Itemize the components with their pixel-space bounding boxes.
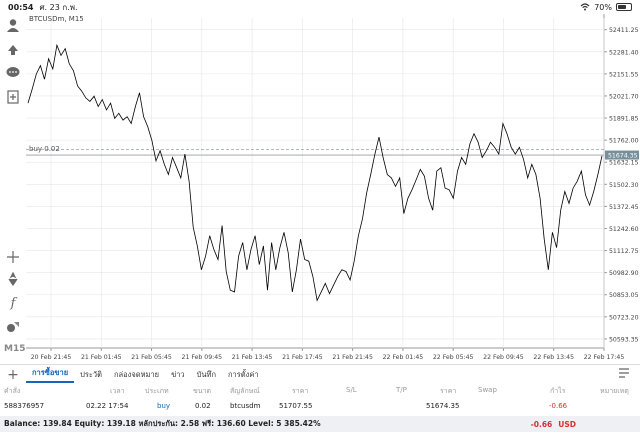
row-order: 588376957 <box>4 402 45 410</box>
col-time: เวลา <box>110 387 125 395</box>
current-price-tag <box>605 150 639 160</box>
tab-settings[interactable]: การตั้งค่า <box>228 369 259 379</box>
col-type: ประเภท <box>145 387 169 395</box>
col-sl: S/L <box>346 386 357 394</box>
indicator-icon[interactable]: f <box>10 295 16 311</box>
x-tick-label: 21 Feb 17:45 <box>282 354 323 361</box>
row-profit: -0.66 <box>549 402 568 410</box>
x-tick-label: 22 Feb 01:45 <box>383 354 424 361</box>
price-series-line <box>27 43 603 302</box>
battery-icon <box>616 3 632 11</box>
col-price: ราคา <box>292 387 309 395</box>
col-size: ขนาด <box>193 387 212 395</box>
add-chart-icon[interactable] <box>4 88 22 106</box>
balance-text: Balance: 139.84 Equity: 139.18 หลักประกั… <box>4 419 321 428</box>
y-tick-label: 52411.25 <box>609 27 639 34</box>
status-time: 00:54 <box>8 2 34 12</box>
y-tick-label: 50593.35 <box>609 336 639 343</box>
row-time: 02.22 17:54 <box>86 402 129 410</box>
objects-icon[interactable] <box>4 270 22 288</box>
x-tick-label: 22 Feb 17:45 <box>584 354 625 361</box>
col-profit: กำไร <box>550 387 566 395</box>
orders-table-header: คำสั่ง เวลา ประเภท ขนาด สัญลักษณ์ ราคา S… <box>0 384 640 398</box>
col-symbol: สัญลักษณ์ <box>230 387 260 395</box>
x-tick-label: 21 Feb 21:45 <box>332 354 373 361</box>
y-tick-label: 52151.55 <box>609 71 639 78</box>
y-tick-label: 51502.30 <box>609 182 639 189</box>
tab-trade[interactable]: การซื้อขาย <box>26 367 75 383</box>
x-tick-label: 21 Feb 05:45 <box>131 354 172 361</box>
shapes-icon[interactable] <box>4 318 22 336</box>
col-swap: Swap <box>478 386 497 394</box>
y-tick-label: 52021.70 <box>609 93 639 100</box>
tab-journal[interactable]: บันทึก <box>196 369 217 379</box>
status-bar: 00:54 ศ. 23 ก.พ. 70% <box>0 0 640 14</box>
current-price-label: 51674.35 <box>608 152 638 159</box>
x-tick-label: 22 Feb 09:45 <box>483 354 524 361</box>
buy-line-label: buy 0.02 <box>29 145 60 153</box>
row-size: 0.02 <box>195 402 211 410</box>
y-tick-label: 51632.15 <box>609 160 639 167</box>
account-icon[interactable] <box>4 16 22 34</box>
currency-label: USD <box>558 419 576 429</box>
timeframe-label[interactable]: M15 <box>4 344 26 354</box>
x-tick-label: 21 Feb 09:45 <box>182 354 223 361</box>
battery-percent: 70% <box>594 2 612 12</box>
y-tick-label: 50853.05 <box>609 292 639 299</box>
col-tp: T/P <box>396 386 407 394</box>
chart-canvas[interactable]: 52411.25 52281.40 52151.55 52021.70 51891.85… <box>26 14 640 364</box>
row-symbol: btcusdm <box>230 402 261 410</box>
y-tick-label: 51112.75 <box>609 248 639 255</box>
chart-symbol-label: BTCUSDm, M15 <box>29 15 84 23</box>
price-chart[interactable]: 52411.25 52281.40 52151.55 52021.70 51891.85… <box>26 14 640 364</box>
x-tick-label: 20 Feb 21:45 <box>31 354 72 361</box>
tab-news[interactable]: ข่าว <box>171 369 185 379</box>
y-tick-label: 50982.90 <box>609 270 639 277</box>
y-tick-label: 51372.45 <box>609 204 639 211</box>
x-tick-label: 22 Feb 13:45 <box>533 354 574 361</box>
layout-menu-icon[interactable] <box>618 368 630 381</box>
y-tick-label: 51891.85 <box>609 116 639 123</box>
table-row[interactable]: 588376957 02.22 17:54 buy 0.02 btcusdm 5… <box>0 400 640 414</box>
wifi-icon <box>580 3 590 11</box>
x-tick-label: 22 Feb 05:45 <box>433 354 474 361</box>
col-cur-price: ราคา <box>440 387 457 395</box>
status-date: ศ. 23 ก.พ. <box>39 2 78 12</box>
trade-icon[interactable] <box>4 40 22 58</box>
chat-icon[interactable] <box>4 64 22 82</box>
col-order: คำสั่ง <box>4 387 21 395</box>
y-tick-label: 50723.20 <box>609 314 639 321</box>
tab-mailbox[interactable]: กล่องจดหมาย <box>114 369 160 379</box>
add-button[interactable]: + <box>7 366 19 383</box>
tab-history[interactable]: ประวัติ <box>80 369 103 379</box>
y-tick-label: 52281.40 <box>609 49 639 56</box>
row-cur-price: 51674.35 <box>426 402 460 410</box>
terminal-tabs: + การซื้อขาย ประวัติ กล่องจดหมาย ข่าว บั… <box>0 364 640 384</box>
x-tick-label: 21 Feb 13:45 <box>232 354 273 361</box>
row-price: 51707.55 <box>279 402 313 410</box>
left-toolbar: f M15 <box>0 14 26 359</box>
crosshair-icon[interactable] <box>4 248 22 266</box>
row-type: buy <box>157 402 171 410</box>
y-tick-label: 51242.60 <box>609 226 639 233</box>
x-tick-label: 21 Feb 01:45 <box>81 354 122 361</box>
y-tick-label: 51762.00 <box>609 138 639 145</box>
col-comment: หมายเหตุ <box>600 387 629 395</box>
total-profit: -0.66 <box>530 419 553 429</box>
balance-bar: Balance: 139.84 Equity: 139.18 หลักประกั… <box>0 416 640 432</box>
